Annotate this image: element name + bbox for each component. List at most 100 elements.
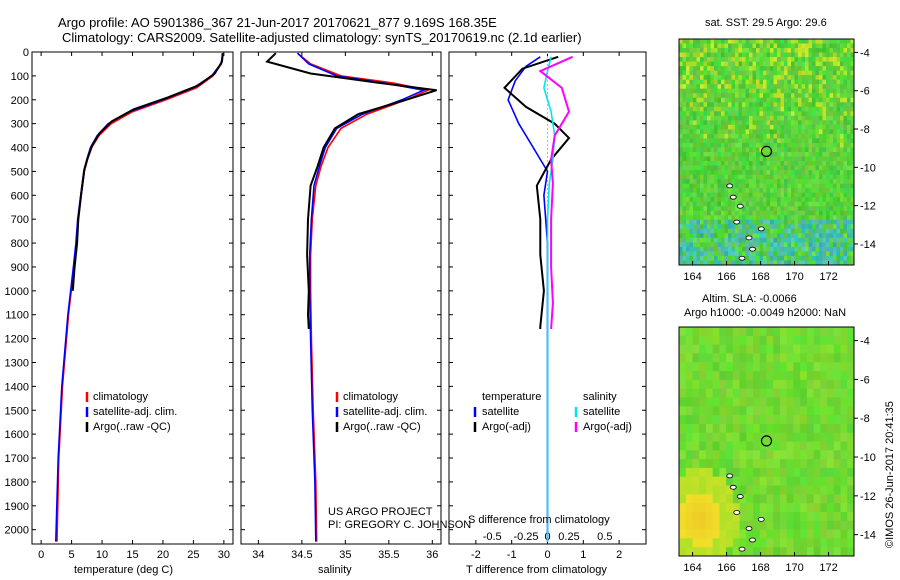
sst-map-cell [749,255,753,261]
sst-map-cell [847,39,851,44]
sst-map-cell [812,75,816,81]
sla-map-cell [793,397,801,407]
sst-map-cell [829,97,834,103]
sst-map-cell [756,224,760,230]
sst-map-cell [721,192,725,198]
sst-map-cell [763,93,767,99]
sst-map-cell [756,57,760,62]
sst-map-cell [812,102,816,108]
sla-map-cell [685,459,693,469]
sst-map-cell [728,102,732,108]
sst-map-cell [794,106,799,112]
sla-map-cell [813,485,821,495]
sst-map-cell [770,66,774,72]
sst-map-cell [833,179,837,185]
sst-map-cell [773,93,778,99]
sst-map-cell [756,133,760,139]
sst-map-cell [843,133,848,139]
sst-map-cell [721,251,725,257]
sst-map-cell [689,133,694,139]
sst-map-cell [714,52,718,58]
sla-map-cell [813,450,821,460]
sst-map-cell [689,233,694,239]
xtick-label-s: 0.25 [558,531,579,543]
sst-map-cell [833,142,837,148]
sst-map-cell [833,251,837,257]
sst-map-cell [766,61,771,67]
sst-map-cell [763,206,767,212]
sst-map-cell [791,75,795,81]
sla-map-cell [813,503,821,513]
sst-map-cell [780,188,785,194]
sst-map-cell [850,52,855,58]
sst-map-cell [805,39,809,44]
sst-map-cell [745,192,750,198]
sst-map-cell [759,201,764,207]
sla-map-cell [726,371,734,381]
sst-map-cell [847,133,851,139]
sst-map-cell [847,106,851,112]
sst-map-cell [752,88,757,94]
sst-map-cell [721,57,725,62]
sst-map-cell [801,237,806,243]
sla-map-cell [705,476,714,486]
island-shape [745,235,753,241]
sla-map-cell [800,529,808,539]
sst-map-cell [752,79,757,85]
sst-map-cell [696,156,701,162]
sst-map-cell [700,188,704,194]
sla-map-cell [759,485,767,495]
sst-map-cell [679,165,683,171]
sst-map-cell [833,93,837,99]
sla-map-cell [753,371,761,381]
sst-map-cell [843,84,848,90]
sst-map-cell [836,260,841,266]
sst-map-cell [850,165,855,171]
sst-map-cell [710,39,715,44]
sst-map-cell [731,183,736,189]
sst-map-cell [756,188,760,194]
sst-map-cell [833,192,837,198]
xtick-label: -2 [471,549,481,561]
ytick-label: 1400 [5,381,29,393]
sla-map-cell [759,476,767,486]
sst-map-cell [682,142,687,148]
sla-map-cell [800,459,808,469]
sst-map-cell [756,70,760,76]
ytick-label: 600 [11,190,29,202]
sla-map-cell [719,432,727,442]
sst-map-cell [836,170,841,175]
sst-map-cell [717,161,722,166]
sst-map-cell [808,84,813,90]
sst-map-cell [815,111,820,117]
sla-map-cell [753,450,761,460]
sst-map-cell [693,170,697,175]
sst-map-cell [826,161,830,166]
sst-map-cell [843,43,848,49]
sst-map-cell [700,233,704,239]
sst-map-cell [752,124,757,130]
sla-map-cell [732,353,740,363]
sst-map-cell [822,246,827,252]
sst-map-cell [742,224,746,230]
sla-map-cell [773,371,781,381]
sst-map-cell [752,57,757,62]
diff-legend-t-argo: Argo(-adj) [482,421,531,433]
sla-map-cell [793,353,801,363]
sst-map-cell [721,79,725,85]
sst-map-cell [703,183,708,189]
sst-map-cell [843,129,848,135]
sla-map-cell [679,467,687,478]
sst-map-cell [829,52,834,58]
sla-map-ytick-label: -6 [860,374,870,386]
sst-map-cell [703,39,708,44]
sla-map-cell [753,423,761,434]
sst-map-cell [847,120,851,126]
sst-map-cell [822,66,827,72]
sla-map-cell [692,511,700,522]
sla-map-cell [779,327,788,337]
sla-map-cell [726,547,734,557]
sst-map-cell [742,251,746,257]
sst-map-cell [798,192,802,198]
sst-map-cell [780,165,785,171]
